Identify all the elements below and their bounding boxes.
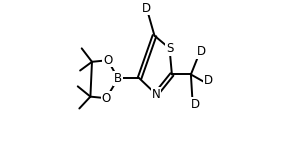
Text: B: B (114, 72, 122, 85)
Text: O: O (103, 54, 113, 67)
Text: S: S (166, 42, 173, 55)
Text: D: D (142, 1, 151, 15)
Text: D: D (204, 74, 213, 87)
Text: D: D (197, 45, 206, 58)
Text: O: O (102, 92, 111, 105)
Text: N: N (152, 88, 160, 101)
Text: D: D (191, 98, 200, 111)
